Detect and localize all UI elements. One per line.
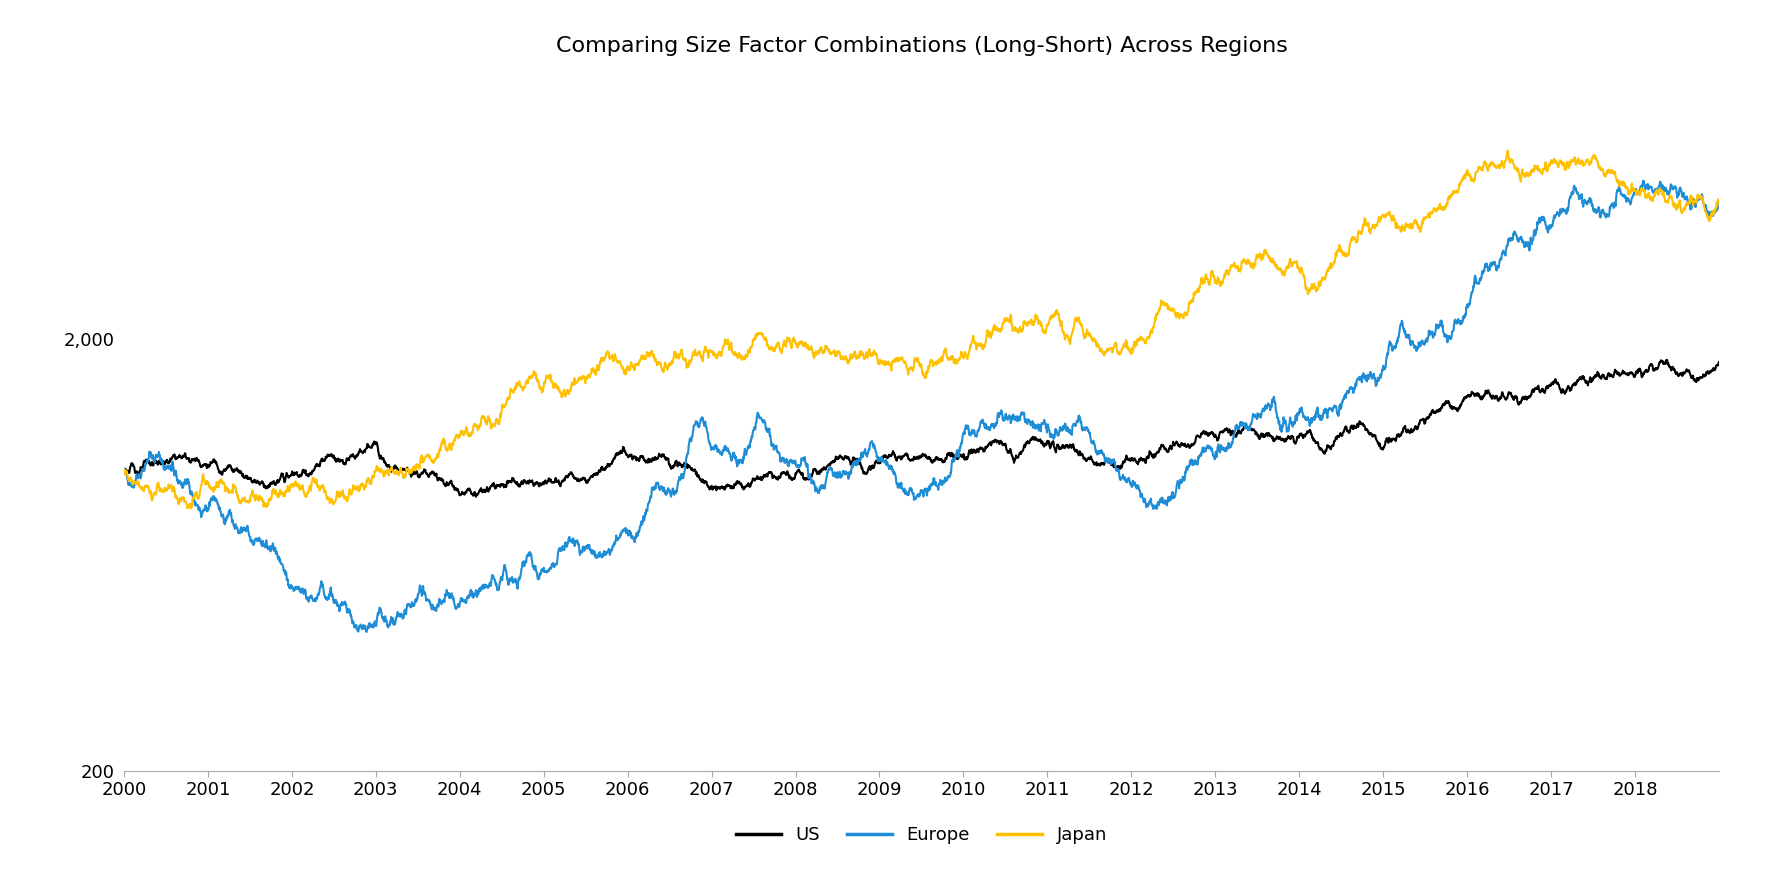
Japan (113, 464, 135, 475)
Line: Europe: Europe (124, 181, 1719, 632)
US (1044, 438, 1065, 448)
Europe (863, 439, 884, 450)
Europe (168, 476, 190, 486)
Europe (1086, 447, 1108, 458)
Europe (1708, 198, 1729, 208)
Europe (727, 461, 748, 471)
Japan (181, 503, 202, 514)
Title: Comparing Size Factor Combinations (Long-Short) Across Regions: Comparing Size Factor Combinations (Long… (555, 36, 1288, 56)
Europe (356, 626, 377, 637)
US (1331, 429, 1352, 439)
US (466, 492, 487, 502)
Europe (1044, 433, 1065, 444)
Europe (1632, 175, 1653, 186)
Japan (1708, 194, 1729, 205)
US (1086, 458, 1108, 469)
Japan (1497, 145, 1519, 156)
US (1657, 354, 1678, 365)
Europe (113, 464, 135, 475)
Japan (1331, 244, 1352, 254)
Legend: US, Europe, Japan: US, Europe, Japan (728, 820, 1115, 851)
US (727, 478, 748, 488)
Japan (1044, 312, 1065, 323)
US (1708, 357, 1729, 368)
Japan (863, 346, 884, 356)
US (113, 464, 135, 475)
US (863, 462, 884, 472)
Line: Japan: Japan (124, 151, 1719, 509)
Europe (1331, 399, 1352, 409)
Japan (1086, 341, 1108, 352)
US (168, 450, 190, 461)
Japan (168, 494, 190, 504)
Line: US: US (124, 360, 1719, 497)
Japan (727, 351, 748, 361)
